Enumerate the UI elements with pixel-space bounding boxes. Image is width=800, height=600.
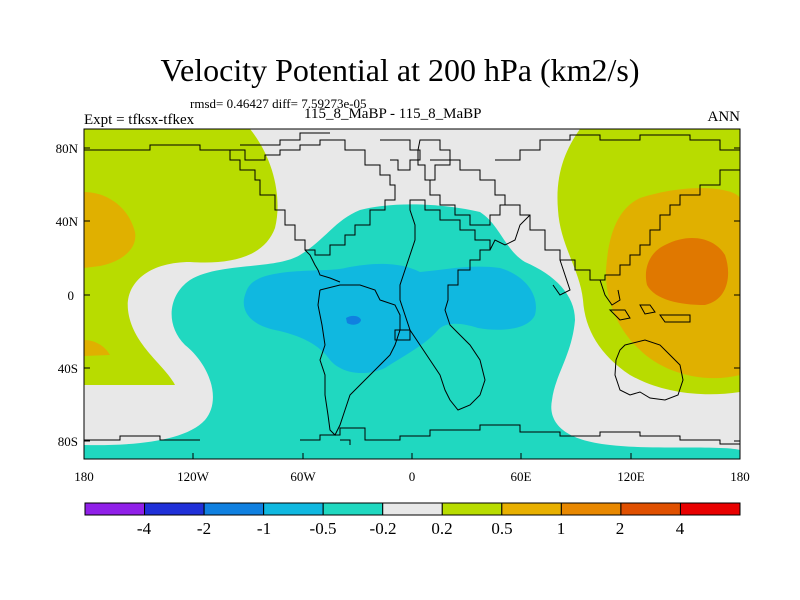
west-positive-region: [84, 129, 278, 385]
lat-label: 40N: [56, 214, 79, 229]
lon-label: 120W: [177, 469, 210, 484]
colorbar-box: [382, 502, 443, 516]
lat-labels: 80N 40N 0 40S 80S: [56, 141, 79, 449]
colorbar-box: [203, 502, 265, 516]
colorbar-label: -0.2: [370, 519, 397, 538]
colorbar-box: [679, 502, 741, 516]
colorbar-label: 0.2: [431, 519, 452, 538]
colorbar-label: 4: [676, 519, 685, 538]
lon-labels: 180 120W 60W 0 60E 120E 180: [74, 469, 750, 484]
colorbar-box: [560, 502, 622, 516]
lat-label: 80S: [58, 434, 78, 449]
central-negative-core: [243, 263, 536, 374]
stats-label: rmsd= 0.46427 diff= 7.59273e-05: [190, 96, 367, 111]
lon-tick-marks: [83, 453, 741, 459]
lon-label: 180: [730, 469, 750, 484]
colorbar-box: [144, 502, 205, 516]
lat-label: 80N: [56, 141, 79, 156]
colorbar-label: -4: [137, 519, 152, 538]
colorbar-labels: -4 -2 -1 -0.5 -0.2 0.2 0.5 1 2 4: [137, 519, 685, 538]
lon-label: 180: [74, 469, 94, 484]
lat-tick-marks: [84, 147, 740, 442]
experiment-label: Expt = tfksx-tfkex: [84, 112, 195, 128]
east-positive-maximum: [645, 237, 729, 305]
colorbar-label: -1: [257, 519, 271, 538]
colorbar-box: [620, 502, 681, 516]
colorbar: [84, 502, 741, 516]
colorbar-label: 0.5: [491, 519, 512, 538]
lon-label: 60W: [290, 469, 316, 484]
central-negative-minimum: [346, 315, 361, 325]
colorbar-box: [501, 502, 562, 516]
coastlines: [84, 132, 740, 445]
colorbar-label: 2: [616, 519, 625, 538]
colorbar-label: -0.5: [310, 519, 337, 538]
lat-label: 0: [68, 288, 75, 303]
west-positive-core: [84, 192, 136, 356]
lon-label: 0: [409, 469, 416, 484]
case-label: 115_8_MaBP - 115_8_MaBP: [304, 106, 482, 122]
contour-field: [84, 129, 740, 459]
lon-label: 60E: [511, 469, 532, 484]
colorbar-label: -2: [197, 519, 211, 538]
season-label: ANN: [707, 109, 741, 125]
plot-title: Velocity Potential at 200 hPa (km2/s): [160, 52, 640, 88]
colorbar-box: [84, 502, 146, 516]
colorbar-box: [263, 502, 324, 516]
lat-label: 40S: [58, 361, 78, 376]
colorbar-label: 1: [557, 519, 566, 538]
colorbar-box: [441, 502, 503, 516]
lon-label: 120E: [617, 469, 645, 484]
colorbar-box: [322, 502, 384, 516]
